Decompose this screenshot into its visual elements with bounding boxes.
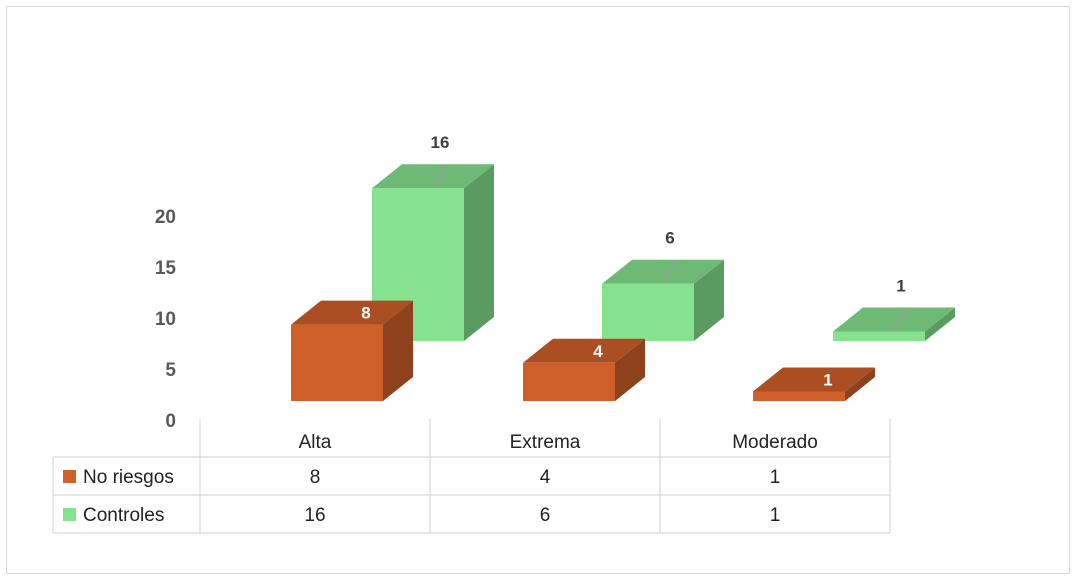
table-cell-value: 8	[310, 467, 321, 488]
bar-side-face	[383, 300, 413, 401]
table-cell-value: 1	[770, 467, 781, 488]
y-tick-label: 20	[155, 207, 176, 228]
data-label: 4	[593, 342, 603, 361]
bar-front-face	[291, 324, 383, 401]
y-axis: 0 5 10 15 20	[155, 207, 177, 432]
legend-series-name: Controles	[83, 505, 164, 526]
bar-side-face	[464, 164, 494, 341]
data-label-leader	[662, 261, 676, 283]
bar-side-face	[925, 307, 955, 341]
bar-front-face	[833, 331, 925, 341]
bar-top-face	[753, 367, 875, 392]
data-label-leader	[893, 309, 907, 330]
legend-swatch	[63, 470, 76, 483]
bar-front-face	[753, 391, 845, 401]
bar-front-face	[602, 283, 694, 341]
data-label: 1	[823, 370, 832, 389]
y-tick-label: 0	[165, 411, 176, 432]
bar-top-face	[523, 338, 645, 363]
bars: 16 6 1 8 4 1	[291, 133, 955, 401]
table-category-header: Alta	[299, 432, 332, 453]
data-label: 1	[896, 276, 905, 295]
bar-top-face	[833, 307, 955, 332]
legend-swatch	[63, 508, 76, 521]
table-category-header: Moderado	[732, 432, 818, 453]
bar-controles-extrema: 6	[602, 229, 724, 341]
chart-frame	[6, 6, 1070, 574]
bar-top-face	[602, 259, 724, 284]
data-label: 16	[431, 133, 450, 152]
legend-series-name: No riesgos	[83, 467, 174, 488]
bar-no-riesgos-moderado: 1	[753, 367, 875, 401]
bar-side-face	[615, 338, 645, 401]
table-cell-value: 16	[304, 505, 325, 526]
bar-no-riesgos-extrema: 4	[523, 338, 645, 401]
bar-no-riesgos-alta: 8	[291, 300, 413, 401]
table-category-header: Extrema	[510, 432, 581, 453]
y-tick-label: 15	[155, 258, 177, 279]
bar-top-face	[291, 300, 413, 325]
bar-side-face	[845, 367, 875, 401]
y-tick-label: 10	[155, 309, 176, 330]
table-cell-value: 4	[540, 467, 551, 488]
table-cell-value: 1	[770, 505, 781, 526]
data-label-leader	[432, 165, 446, 187]
bar-controles-moderado: 1	[833, 276, 955, 341]
y-tick-label: 5	[165, 360, 176, 381]
bar-front-face	[523, 362, 615, 401]
bar-top-face	[372, 164, 494, 189]
table-cell-value: 6	[540, 505, 551, 526]
data-label: 6	[665, 229, 674, 248]
data-label: 8	[361, 304, 370, 323]
data-table: Alta Extrema Moderado No riesgos 8 4 1 Controle…	[52, 419, 891, 534]
bar-side-face	[694, 259, 724, 341]
